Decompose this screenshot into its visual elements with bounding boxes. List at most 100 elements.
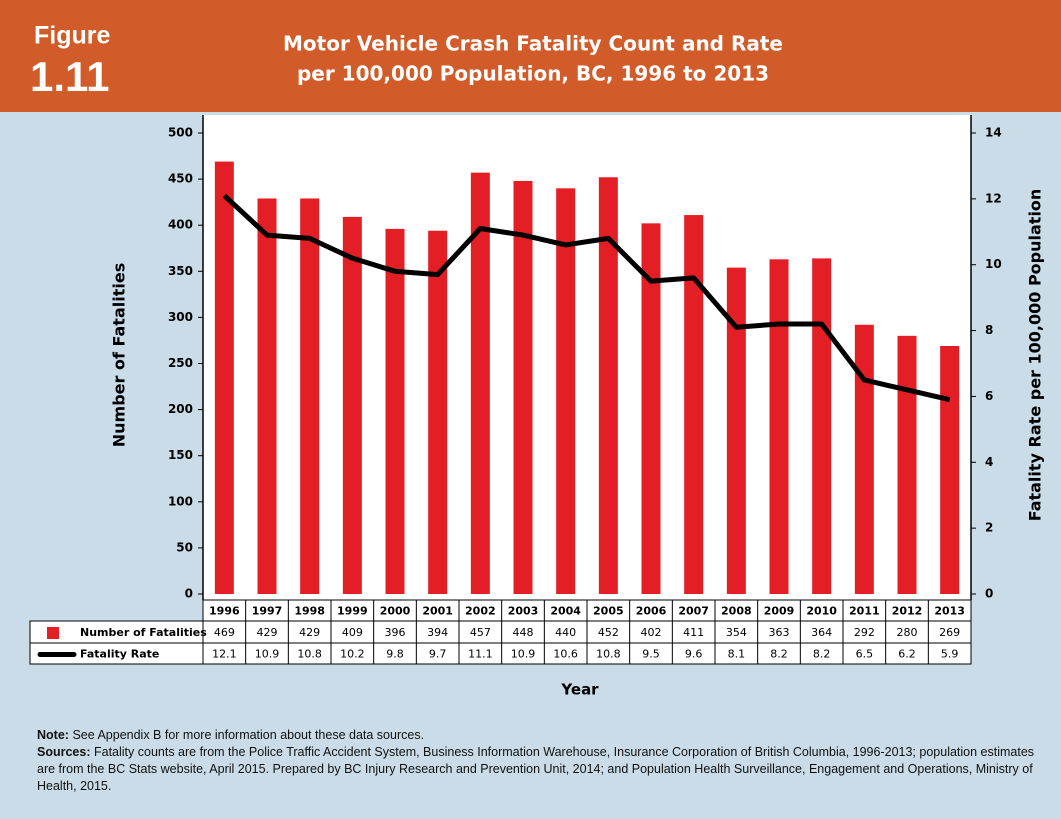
data-label: 10.6 xyxy=(553,648,578,661)
bar xyxy=(385,228,405,594)
chart-title: per 100,000 Population, BC, 1996 to 2013 xyxy=(297,62,769,86)
data-label: 5.9 xyxy=(941,648,959,661)
bar xyxy=(300,198,320,594)
y-tick-label: 200 xyxy=(168,402,193,416)
note-text: See Appendix B for more information abou… xyxy=(72,728,425,742)
data-label: 10.2 xyxy=(340,648,365,661)
legend-label: Fatality Rate xyxy=(80,648,159,661)
data-label: 12.1 xyxy=(212,648,237,661)
y2-tick-label: 12 xyxy=(985,191,1002,205)
footnotes: Note: See Appendix B for more informatio… xyxy=(37,727,1037,795)
data-label: 429 xyxy=(257,626,278,639)
data-label: 9.6 xyxy=(685,648,703,661)
y2-tick-label: 8 xyxy=(985,323,993,337)
bar xyxy=(726,267,746,594)
x-tick-label: 1998 xyxy=(294,605,325,618)
x-tick-label: 2006 xyxy=(636,605,667,618)
y2-tick-label: 0 xyxy=(985,587,993,601)
line xyxy=(222,193,951,403)
y-tick-label: 450 xyxy=(168,172,193,186)
data-label: 8.2 xyxy=(813,648,831,661)
y-tick-label: 100 xyxy=(168,494,193,508)
data-label: 409 xyxy=(342,626,363,639)
data-label: 440 xyxy=(555,626,576,639)
data-label: 8.1 xyxy=(728,648,746,661)
legend-label: Number of Fatalities xyxy=(80,626,207,639)
x-tick-label: 2013 xyxy=(934,605,965,618)
x-tick-label: 2003 xyxy=(508,605,539,618)
sources-label: Sources: xyxy=(37,745,91,759)
bar xyxy=(684,215,704,595)
figure-label: Figure xyxy=(34,22,110,50)
bar xyxy=(897,335,917,594)
data-label: 292 xyxy=(854,626,875,639)
y-axis-label: Number of Fatalities xyxy=(110,263,129,447)
data-label: 10.9 xyxy=(511,648,536,661)
bar xyxy=(769,259,789,594)
data-label: 396 xyxy=(385,626,406,639)
sources: Sources: Fatality counts are from the Po… xyxy=(37,744,1037,795)
x-tick-label: 2004 xyxy=(550,605,581,618)
x-tick-label: 2007 xyxy=(678,605,709,618)
data-label: 411 xyxy=(683,626,704,639)
plot-area xyxy=(203,115,971,600)
data-label: 8.2 xyxy=(770,648,788,661)
y2-tick-label: 14 xyxy=(985,126,1002,140)
bar xyxy=(940,345,960,594)
bar xyxy=(214,161,234,594)
data-label: 9.5 xyxy=(642,648,660,661)
data-label: 364 xyxy=(811,626,832,639)
header xyxy=(0,0,1061,112)
bar xyxy=(257,198,277,594)
data-label: 269 xyxy=(939,626,960,639)
x-tick-label: 1997 xyxy=(252,605,283,618)
x-tick-label: 2005 xyxy=(593,605,624,618)
y2-axis-label: Fatality Rate per 100,000 Population xyxy=(1026,189,1045,522)
y-tick-label: 350 xyxy=(168,264,193,278)
data-label: 10.9 xyxy=(255,648,280,661)
bar xyxy=(598,177,618,595)
bar xyxy=(470,172,490,594)
data-label: 9.8 xyxy=(386,648,404,661)
data-label: 452 xyxy=(598,626,619,639)
data-label: 10.8 xyxy=(596,648,621,661)
data-label: 448 xyxy=(513,626,534,639)
bar xyxy=(854,324,874,594)
data-label: 354 xyxy=(726,626,747,639)
data-label: 457 xyxy=(470,626,491,639)
x-tick-label: 1996 xyxy=(209,605,240,618)
data-label: 394 xyxy=(427,626,448,639)
data-label: 402 xyxy=(641,626,662,639)
y-tick-label: 150 xyxy=(168,448,193,462)
data-label: 6.5 xyxy=(856,648,874,661)
y-tick-label: 300 xyxy=(168,310,193,324)
y-tick-label: 250 xyxy=(168,356,193,370)
figure-number: 1.11 xyxy=(30,53,109,100)
x-tick-label: 2009 xyxy=(764,605,795,618)
y-tick-label: 400 xyxy=(168,218,193,232)
data-label: 6.2 xyxy=(898,648,916,661)
legend-swatch xyxy=(47,627,59,639)
data-label: 9.7 xyxy=(429,648,447,661)
chart-title: Motor Vehicle Crash Fatality Count and R… xyxy=(283,32,783,56)
bar xyxy=(556,188,576,594)
data-label: 469 xyxy=(214,626,235,639)
x-tick-label: 2001 xyxy=(422,605,453,618)
y-tick-label: 0 xyxy=(185,587,193,601)
data-label: 10.8 xyxy=(297,648,322,661)
bar xyxy=(513,180,533,594)
data-label: 363 xyxy=(769,626,790,639)
bar xyxy=(812,258,832,594)
x-tick-label: 2012 xyxy=(892,605,923,618)
note-label: Note: xyxy=(37,728,69,742)
x-tick-label: 2002 xyxy=(465,605,496,618)
x-tick-label: 2000 xyxy=(380,605,411,618)
bar xyxy=(428,230,448,594)
sources-text: Fatality counts are from the Police Traf… xyxy=(37,745,1035,793)
y2-tick-label: 10 xyxy=(985,257,1002,271)
data-label: 429 xyxy=(299,626,320,639)
y2-tick-label: 2 xyxy=(985,521,993,535)
y2-tick-label: 6 xyxy=(985,389,993,403)
x-tick-label: 2011 xyxy=(849,605,880,618)
